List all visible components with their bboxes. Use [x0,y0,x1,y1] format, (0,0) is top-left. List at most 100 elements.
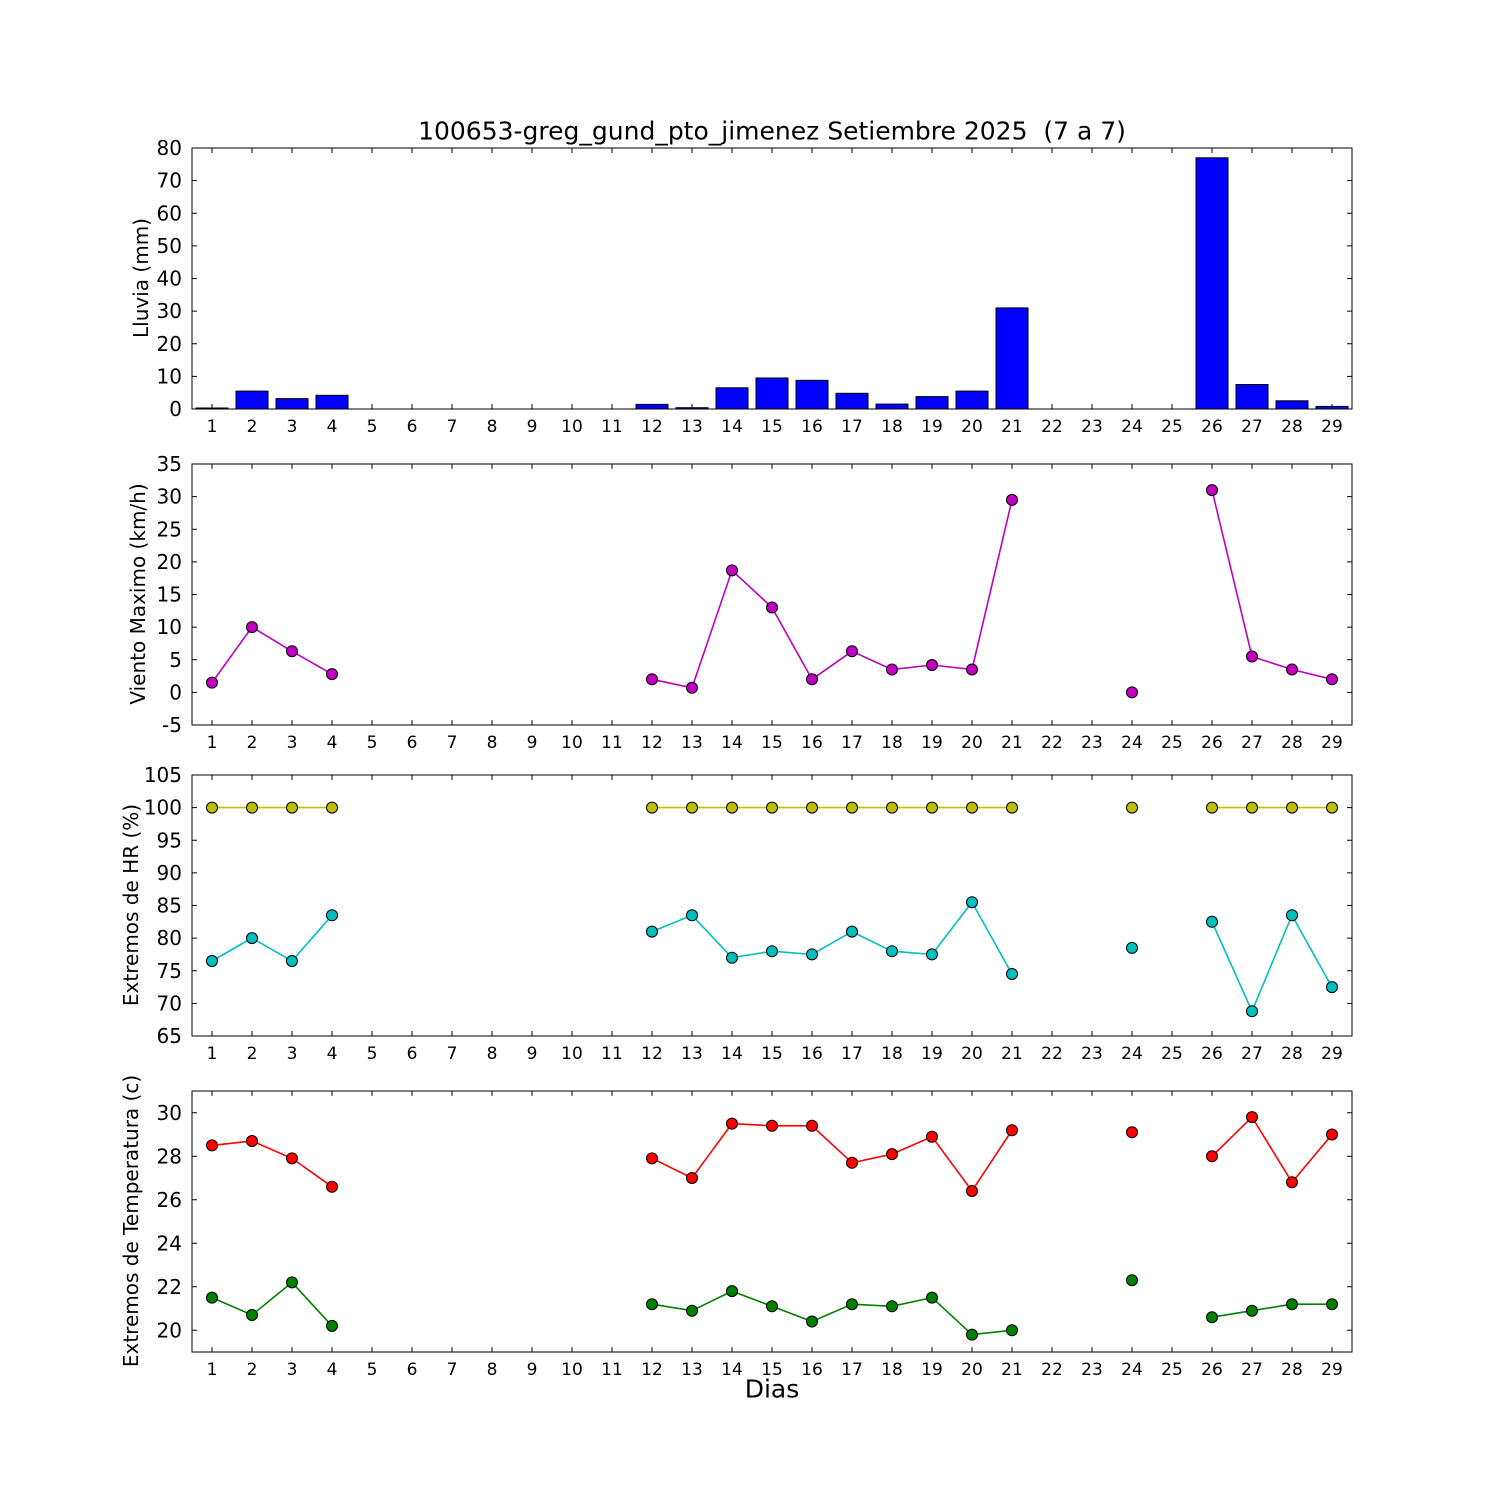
y-tick-label: 50 [157,234,182,258]
hr-maxima-marker [1286,801,1298,814]
plot-frame [191,463,1353,726]
lluvia-bar [315,394,349,410]
hr-minima-marker [246,932,258,945]
x-tick-label: 14 [721,733,743,753]
x-tick-label: 21 [1001,1360,1023,1380]
hr-minima-marker [1006,968,1018,980]
x-tick-label: 13 [681,1360,703,1380]
x-tick-label: 12 [641,733,663,753]
chart-title: 100653-greg_gund_pto_jimenez Setiembre 2… [418,116,1126,146]
x-tick-label: 22 [1041,417,1063,437]
temperatura-minima-marker [966,1328,978,1341]
x-tick-label: 8 [487,1044,498,1064]
x-tick-label: 7 [447,733,458,753]
lluvia-bar [955,390,989,410]
y-tick-label: 10 [157,615,182,639]
x-tick-label: 27 [1241,1044,1263,1064]
x-tick-label: 16 [801,733,823,753]
x-tick-label: 17 [841,733,863,753]
temperatura-minima-marker [886,1300,898,1313]
viento-maximo-marker [286,645,298,658]
x-tick-label: 23 [1081,417,1103,437]
hr-minima-marker [926,948,938,961]
temperatura-maxima-line [211,1115,1333,1193]
lluvia-bar [235,390,269,410]
temperatura-maxima-marker [1246,1111,1258,1124]
temperatura-minima-marker [806,1315,818,1328]
lluvia-bar [715,387,749,410]
x-tick-label: 27 [1241,733,1263,753]
lluvia-bar [635,403,669,410]
y-axis-label-hr: Extremos de HR (%) [119,803,143,1007]
x-tick-label: 4 [327,417,338,437]
x-tick-label: 5 [367,417,378,437]
x-tick-label: 1 [207,417,218,437]
y-axis-label-viento: Viento Maximo (km/h) [126,483,150,705]
plot-frame [191,774,1353,1037]
y-tick-label: 75 [157,959,182,983]
hr-maxima-marker [766,801,778,814]
viento-maximo-marker [766,601,778,614]
x-tick-label: 27 [1241,417,1263,437]
x-tick-label: 14 [721,1360,743,1380]
temperatura-maxima-marker [886,1148,898,1161]
hr-maxima-marker [646,801,658,814]
x-tick-label: 17 [841,1360,863,1380]
viento-maximo-marker [806,673,818,686]
hr-minima-line [211,900,1333,1014]
temperatura-minima-marker [286,1276,298,1289]
lluvia-bar [675,407,709,410]
hr-minima-marker [766,945,778,958]
temperatura-minima-marker [686,1304,698,1317]
hr-minima-marker [806,948,818,961]
temperatura-maxima-marker [766,1119,778,1132]
x-tick-label: 15 [761,417,783,437]
plot-frame [191,147,1353,410]
y-tick-label: 10 [157,364,182,388]
x-tick-label: 25 [1161,1360,1183,1380]
y-tick-label: 22 [157,1275,182,1299]
x-tick-label: 15 [761,1360,783,1380]
x-tick-label: 20 [961,1360,983,1380]
y-tick-label: 26 [157,1188,182,1212]
viento-maximo-marker [646,673,658,686]
y-tick-label: 65 [157,1024,182,1048]
x-tick-label: 16 [801,1360,823,1380]
x-tick-label: 24 [1121,417,1143,437]
x-tick-label: 10 [561,1044,583,1064]
y-tick-label: 105 [144,763,182,787]
x-tick-label: 4 [327,1360,338,1380]
viento-maximo-marker [1326,673,1338,686]
x-tick-label: 6 [407,733,418,753]
y-tick-label: 70 [157,169,182,193]
x-tick-label: 27 [1241,1360,1263,1380]
x-tick-label: 4 [327,1044,338,1064]
temperatura-minima-marker [1006,1324,1018,1337]
y-tick-label: 28 [157,1144,182,1168]
viento-maximo-marker [246,621,258,634]
x-tick-label: 16 [801,417,823,437]
temperatura-minima-marker [726,1285,738,1298]
x-tick-label: 8 [487,417,498,437]
x-tick-label: 25 [1161,733,1183,753]
x-tick-label: 1 [207,1360,218,1380]
x-tick-label: 8 [487,1360,498,1380]
x-tick-label: 28 [1281,417,1303,437]
y-tick-label: -5 [162,713,182,737]
hr-maxima-marker [726,801,738,814]
x-tick-label: 18 [881,733,903,753]
hr-maxima-marker [806,801,818,814]
hr-minima-marker [1206,915,1218,928]
x-tick-label: 20 [961,733,983,753]
viento-maximo-marker [206,676,218,689]
temperatura-minima-marker [766,1300,778,1313]
temperatura-minima-marker [1326,1298,1338,1311]
temperatura-minima-marker [206,1291,218,1304]
x-tick-label: 21 [1001,1044,1023,1064]
y-tick-label: 95 [157,828,182,852]
x-tick-label: 3 [287,1044,298,1064]
x-tick-label: 24 [1121,733,1143,753]
y-tick-label: 25 [157,517,182,541]
x-tick-label: 3 [287,1360,298,1380]
